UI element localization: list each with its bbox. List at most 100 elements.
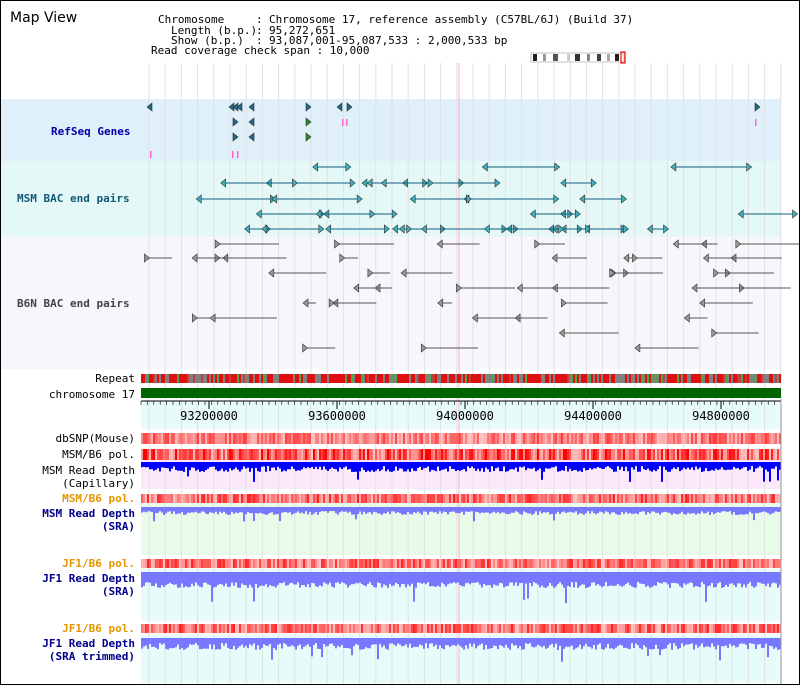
jf1-b6-pol-trim-heat (627, 624, 629, 633)
msm-read-depth-sra-bar (253, 507, 255, 522)
repeat-segment (625, 374, 627, 383)
jf1-b6-pol-heat (415, 559, 417, 568)
dbsnp-heat (205, 433, 207, 444)
jf1-b6-pol-trim-heat (181, 624, 183, 633)
msm-b6-pol-heat (355, 449, 357, 460)
msm-read-depth-cap-bar (339, 462, 341, 468)
jf1-read-depth-bar (463, 572, 465, 587)
msm-b6-pol-heat (591, 449, 593, 460)
jf1-b6-pol-trim-heat (525, 624, 527, 633)
jf1-b6-pol-heat (661, 559, 663, 568)
msm-read-depth-cap-bar (645, 462, 647, 471)
msm-b6-pol-heat (279, 449, 281, 460)
jf1-read-depth-trim-bar (447, 638, 449, 646)
msm-b6-pol-heat (581, 449, 583, 460)
msm-b6-pol-sra-heat (635, 494, 637, 503)
msm-read-depth-sra-bar (561, 507, 563, 513)
jf1-b6-pol-heat (509, 559, 511, 568)
jf1-b6-pol-trim-heat (185, 624, 187, 633)
msm-read-depth-sra-bar (691, 507, 693, 514)
msm-read-depth-sra-bar (189, 507, 191, 514)
msm-b6-pol-sra-heat (699, 494, 701, 503)
chromosome-value: Chromosome 17, reference assembly (C57BL… (269, 13, 634, 26)
repeat-segment (583, 374, 585, 383)
dbsnp-heat (199, 433, 201, 444)
jf1-read-depth-trim-bar (231, 638, 233, 650)
msm-read-depth-sra-bar (193, 507, 195, 513)
dbsnp-heat (257, 433, 259, 444)
jf1-b6-pol-trim-heat (545, 624, 547, 633)
dbsnp-heat (459, 433, 461, 444)
msm-b6-pol-heat (313, 449, 315, 460)
repeat-segment (591, 374, 593, 383)
repeat-segment (641, 374, 643, 383)
jf1-b6-pol-trim-heat (559, 624, 561, 633)
dbsnp-heat (259, 433, 261, 444)
dbsnp-heat (387, 433, 389, 444)
jf1-b6-pol-trim-heat (581, 624, 583, 633)
jf1-b6-pol-trim-heat (553, 624, 555, 633)
jf1-read-depth-trim-bar (401, 638, 403, 647)
dbsnp-heat (735, 433, 737, 444)
msm-b6-pol-sra-heat (351, 494, 353, 503)
jf1-read-depth-bar (413, 572, 415, 602)
msm-b6-pol-heat (225, 449, 227, 460)
jf1-b6-pol-trim-heat (703, 624, 705, 633)
refseq-tick (346, 119, 348, 126)
msm-read-depth-cap-bar (225, 462, 227, 471)
jf1-b6-pol-trim-heat (685, 624, 687, 633)
dbsnp-heat (467, 433, 469, 444)
jf1-read-depth-bar (407, 572, 409, 585)
repeat-segment (517, 374, 519, 383)
jf1-b6-pol-heat (485, 559, 487, 568)
jf1-read-depth-bar (573, 572, 575, 588)
jf1-b6-pol-trim-heat (375, 624, 377, 633)
jf1-b6-pol-heat (293, 559, 295, 568)
jf1-read-depth-bar (497, 572, 499, 586)
msm-read-depth-cap-bar (421, 462, 423, 470)
jf1-read-depth-bar (511, 572, 513, 583)
jf1-read-depth-trim-bar (517, 638, 519, 649)
jf1-read-depth-bar (749, 572, 751, 583)
jf1-read-depth-bar (493, 572, 495, 585)
msm-read-depth-sra-bar (535, 507, 537, 512)
msm-read-depth-sra-bar (479, 507, 481, 514)
repeat-segment (213, 374, 215, 383)
repeat-segment (255, 374, 257, 383)
msm-read-depth-cap-bar (167, 462, 169, 469)
dbsnp-heat (719, 433, 721, 444)
repeat-segment (157, 374, 159, 383)
jf1-b6-pol-trim-heat (367, 624, 369, 633)
repeat-segment (611, 374, 613, 383)
msm-read-depth-sra-bar (709, 507, 711, 515)
jf1-b6-pol-trim-heat (753, 624, 755, 633)
jf1-read-depth-bar (375, 572, 377, 588)
jf1-read-depth-bar (181, 572, 183, 584)
jf1-b6-pol-trim-heat (535, 624, 537, 633)
msm-bac-end (345, 162, 352, 172)
msm-read-depth-cap-bar (239, 462, 241, 472)
msm-read-depth-sra-bar (601, 507, 603, 513)
msm-read-depth-cap-bar (545, 462, 547, 469)
jf1-read-depth-trim-bar (221, 638, 223, 644)
repeat-segment (241, 374, 243, 383)
dbsnp-heat (157, 433, 159, 444)
msm-read-depth-sra-bar (235, 507, 237, 513)
msm-b6-pol-sra-heat (187, 494, 189, 503)
msm-read-depth-cap-bar (181, 462, 183, 471)
jf1-b6-pol-trim-heat (255, 624, 257, 633)
dbsnp-heat (201, 433, 203, 444)
msm-read-depth-sra-bar (467, 507, 469, 512)
msm-bac-end (465, 194, 472, 204)
jf1-read-depth-bar (193, 572, 195, 587)
repeat-segment (363, 374, 365, 383)
jf1-b6-pol-trim-heat (727, 624, 729, 633)
msm-b6-pol-sra-heat (571, 494, 573, 503)
jf1-b6-pol-trim-heat (395, 624, 397, 633)
b6n-bac-end (623, 253, 630, 263)
msm-b6-pol-heat (559, 449, 561, 460)
jf1-b6-pol-heat (691, 559, 693, 568)
jf1-b6-pol-heat (635, 559, 637, 568)
dbsnp-heat (601, 433, 603, 444)
